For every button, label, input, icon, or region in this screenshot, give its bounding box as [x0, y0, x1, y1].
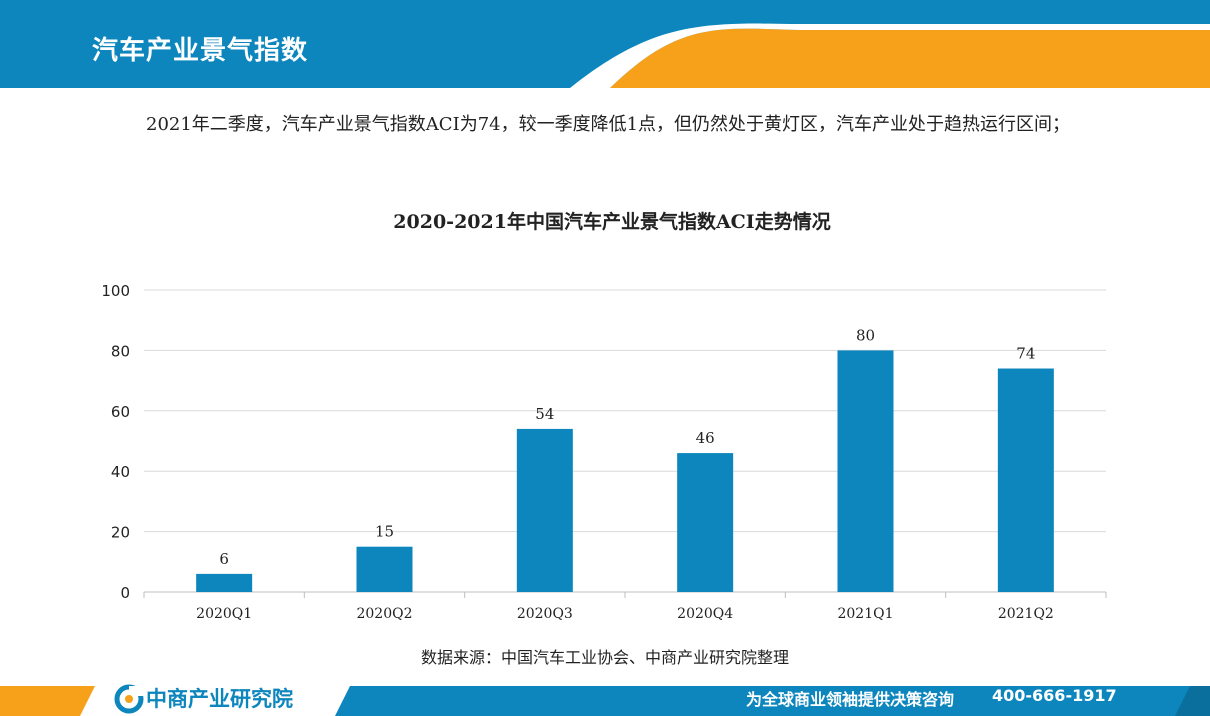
y-tick-label: 20 — [111, 524, 130, 542]
footer-background — [0, 686, 1210, 716]
aci-bar-chart: 2020-2021年中国汽车产业景气指数ACI走势情况 0 20 40 60 80 100 6… — [101, 210, 1107, 622]
chart-title: 2020-2021年中国汽车产业景气指数ACI走势情况 — [393, 210, 830, 233]
bar — [516, 428, 573, 592]
footer-phone: 400-666-1917 — [992, 686, 1117, 705]
bar — [997, 368, 1054, 592]
x-tick-label: 2020Q3 — [517, 606, 573, 622]
footer-bar — [0, 680, 1210, 716]
x-tick-label: 2021Q1 — [837, 606, 893, 622]
data-label: 6 — [219, 550, 229, 568]
header-banner: 汽车产业景气指数 — [0, 0, 1210, 88]
summary-text: 2021年二季度，汽车产业景气指数ACI为74，较一季度降低1点，但仍然处于黄灯… — [146, 114, 1071, 135]
data-label: 74 — [1016, 345, 1035, 363]
bar — [356, 546, 413, 592]
data-label: 54 — [535, 405, 554, 423]
x-tick-label: 2020Q2 — [356, 606, 412, 622]
bar — [677, 453, 734, 592]
y-tick-label: 60 — [111, 403, 130, 421]
footer-logo-text: 中商产业研究院 — [146, 687, 293, 711]
data-label: 46 — [696, 429, 715, 447]
y-tick-label: 0 — [120, 584, 130, 602]
bar — [837, 350, 894, 592]
data-source-note: 数据来源：中国汽车工业协会、中商产业研究院整理 — [420, 648, 789, 667]
page-title: 汽车产业景气指数 — [92, 36, 309, 66]
x-tick-label: 2021Q2 — [998, 606, 1054, 622]
logo-icon — [114, 684, 144, 714]
y-tick-label: 100 — [101, 282, 130, 300]
x-tick-label: 2020Q1 — [196, 606, 252, 622]
data-label: 15 — [375, 523, 394, 541]
x-tick-label: 2020Q4 — [677, 606, 733, 622]
y-tick-label: 40 — [111, 463, 130, 481]
header-background — [0, 0, 1210, 88]
data-label: 80 — [856, 326, 875, 344]
bar — [196, 573, 253, 592]
footer-slogan: 为全球商业领袖提供决策咨询 — [746, 690, 955, 709]
y-tick-label: 80 — [111, 342, 130, 360]
